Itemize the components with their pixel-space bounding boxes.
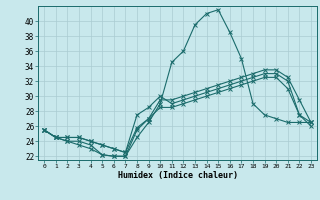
X-axis label: Humidex (Indice chaleur): Humidex (Indice chaleur) — [118, 171, 238, 180]
